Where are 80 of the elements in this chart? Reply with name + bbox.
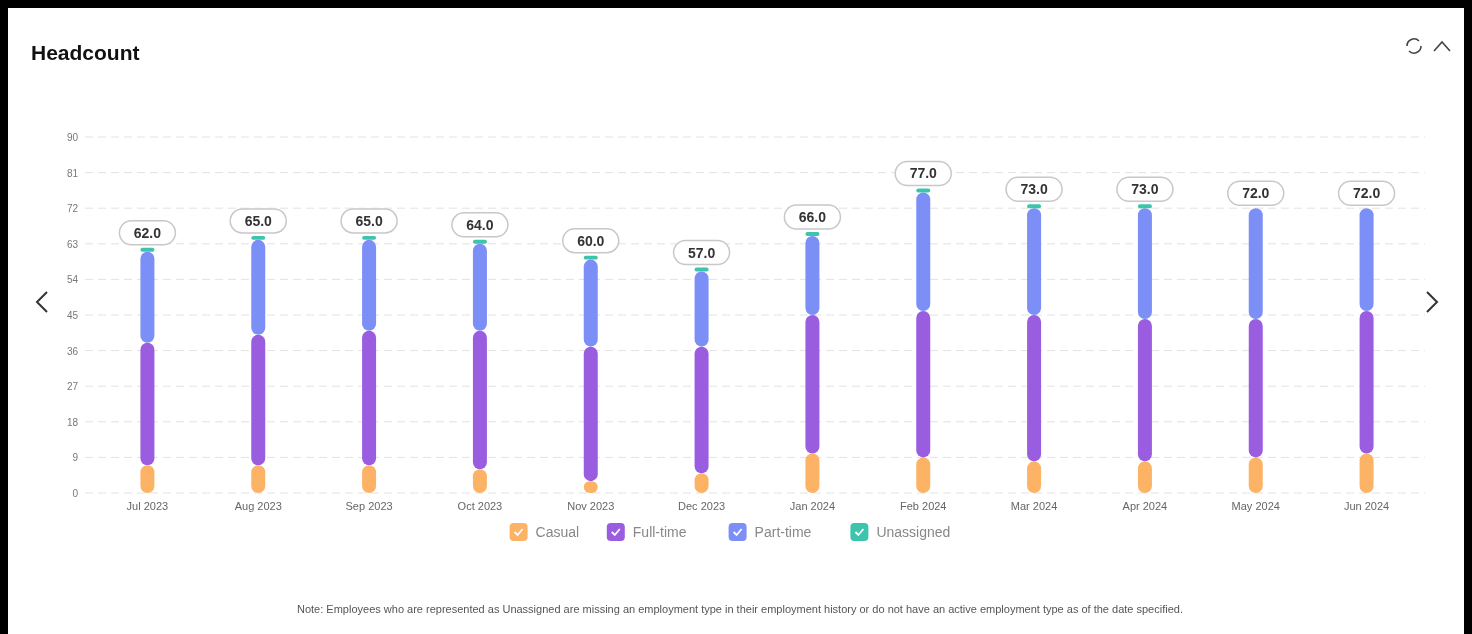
legend-label: Unassigned xyxy=(876,524,951,540)
bar xyxy=(916,457,931,493)
x-tick-label: May 2024 xyxy=(1231,500,1280,512)
y-tick-label: 27 xyxy=(66,381,79,393)
bar xyxy=(472,239,487,244)
bar xyxy=(140,251,155,343)
total-label: 73.0 xyxy=(1131,181,1159,198)
bar xyxy=(251,235,266,240)
total-label: 77.0 xyxy=(909,165,938,182)
x-tick-label: Jan 2024 xyxy=(789,500,836,512)
bar xyxy=(583,346,598,482)
total-label: 65.0 xyxy=(355,212,383,229)
bar xyxy=(251,334,266,466)
y-tick-label: 45 xyxy=(66,310,79,321)
bar xyxy=(140,342,155,466)
legend-label: Full-time xyxy=(632,524,687,540)
x-tick-label: Sep 2023 xyxy=(345,500,393,512)
legend-label: Part-time xyxy=(754,524,812,540)
bar xyxy=(1359,453,1374,493)
total-label: 65.0 xyxy=(244,212,273,229)
bar xyxy=(362,235,377,240)
bar xyxy=(916,311,931,458)
bar xyxy=(1248,318,1263,458)
bar xyxy=(1027,315,1042,462)
bar xyxy=(916,188,931,193)
bar xyxy=(140,247,155,252)
text: Note: Employees who are represented as Unassigned are missing an employment type in their employment history or do not have an active employment type as of the date specified. xyxy=(297,603,1183,615)
bar xyxy=(251,239,266,335)
total-label: 64.0 xyxy=(466,216,494,233)
x-tick-label: Mar 2024 xyxy=(1010,500,1058,512)
total-label: 66.0 xyxy=(798,208,827,225)
bar xyxy=(583,255,598,260)
x-tick-label: Aug 2023 xyxy=(234,500,282,512)
total-label: 62.0 xyxy=(133,224,162,241)
y-tick-label: 18 xyxy=(66,416,79,428)
bar xyxy=(1137,461,1152,493)
bar xyxy=(472,330,487,470)
bar xyxy=(694,271,709,347)
bar xyxy=(805,453,820,493)
bar xyxy=(1137,318,1152,462)
bar xyxy=(805,315,820,454)
bar xyxy=(362,330,377,466)
bar xyxy=(805,235,820,315)
bar xyxy=(1248,457,1263,493)
x-tick-label: Apr 2024 xyxy=(1122,500,1168,512)
bar xyxy=(1027,461,1042,493)
y-tick-label: 72 xyxy=(66,203,79,215)
y-tick-label: 54 xyxy=(66,274,79,286)
y-tick-label: 90 xyxy=(66,132,79,143)
chart-title: Headcount xyxy=(31,41,140,64)
bar xyxy=(1137,204,1152,209)
bar xyxy=(1359,311,1374,454)
bar xyxy=(362,239,377,331)
bar xyxy=(805,231,820,236)
x-tick-label: Feb 2024 xyxy=(900,500,947,512)
bar xyxy=(1137,208,1152,319)
bar xyxy=(694,346,709,474)
x-tick-label: Nov 2023 xyxy=(567,500,615,512)
total-label: 57.0 xyxy=(687,244,716,261)
total-label: 73.0 xyxy=(1020,181,1048,198)
y-tick-label: 63 xyxy=(66,238,79,250)
bar xyxy=(1359,208,1374,312)
legend-label: Casual xyxy=(535,524,580,540)
bar xyxy=(1027,204,1042,209)
bar xyxy=(1027,208,1042,315)
bar xyxy=(583,259,598,347)
bar xyxy=(1248,208,1263,319)
x-tick-label: Oct 2023 xyxy=(457,500,503,512)
y-tick-label: 0 xyxy=(72,488,79,499)
total-label: 60.0 xyxy=(577,232,605,249)
y-tick-label: 81 xyxy=(66,167,79,179)
x-tick-label: Jul 2023 xyxy=(126,500,169,512)
bar xyxy=(916,192,931,312)
y-tick-label: 9 xyxy=(72,452,79,464)
x-tick-label: Jun 2024 xyxy=(1343,500,1390,512)
total-label: 72.0 xyxy=(1352,185,1381,202)
total-label: 72.0 xyxy=(1242,185,1270,202)
bar xyxy=(472,243,487,331)
y-tick-label: 36 xyxy=(66,345,79,357)
x-tick-label: Dec 2023 xyxy=(678,500,726,512)
